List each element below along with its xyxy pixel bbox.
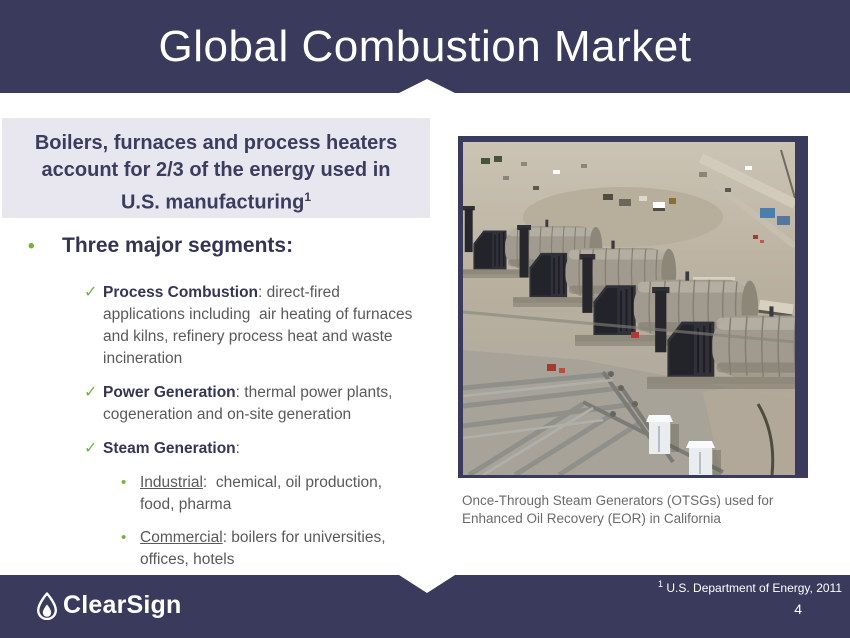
droplet-flame-icon <box>37 591 57 620</box>
sub-bullet-item: • Industrial: chemical, oil production, … <box>0 472 452 516</box>
photo-caption: Once-Through Steam Generators (OTSGs) us… <box>462 493 774 526</box>
footnote: 1 U.S. Department of Energy, 2011 <box>658 579 842 595</box>
slide-footer: ClearSign 1 U.S. Department of Energy, 2… <box>0 575 850 638</box>
otsg-aerial-photo-icon <box>463 142 795 475</box>
bullet-item-rest: : direct-fired applications including ai… <box>103 284 413 367</box>
check-icon: ✓ <box>84 440 98 457</box>
clearsign-logo: ClearSign <box>36 591 182 620</box>
sub-bullet-text: Industrial: chemical, oil production, fo… <box>140 472 452 516</box>
highlight-box: Boilers, furnaces and process heaters ac… <box>2 118 430 218</box>
bullet-item-rest: : thermal power plants, cogeneration and… <box>103 384 393 423</box>
bullet-item-lead: Process Combustion <box>103 284 259 301</box>
page-number: 4 <box>794 601 802 617</box>
bullet-item-lead: Power Generation <box>103 384 236 401</box>
highlight-footnote-ref: 1 <box>304 190 312 204</box>
logo-text: ClearSign <box>63 591 182 619</box>
footnote-text: U.S. Department of Energy, 2011 <box>663 581 842 595</box>
footnote-ref: 1 <box>658 579 664 589</box>
sub-bullet-item: • Commercial: boilers for universities, … <box>0 527 452 571</box>
bullet-item: ✓ Steam Generation: <box>0 438 452 460</box>
photo-frame <box>458 136 808 478</box>
slide-header: Global Combustion Market <box>0 0 850 93</box>
bullet-item-lead: Steam Generation <box>103 440 236 457</box>
sub-bullet-text: Commercial: boilers for universities, of… <box>140 527 452 571</box>
sub-bullet-lead: Commercial <box>140 529 223 546</box>
bullet-list: • Three major segments: ✓ Process Combus… <box>0 234 452 582</box>
distant-equipment <box>481 156 752 211</box>
bullet-item-text: Steam Generation: <box>103 438 452 460</box>
bullet-item-rest: : <box>235 440 240 457</box>
bullet-item-text: Power Generation: thermal power plants, … <box>103 382 452 426</box>
bullet-dot-icon: • <box>28 236 35 257</box>
bullet-item: ✓ Process Combustion: direct-fired appli… <box>0 282 452 370</box>
sub-bullet-rest: : boilers for universities, offices, hot… <box>140 529 386 568</box>
sub-bullet-lead: Industrial <box>140 474 203 491</box>
check-icon: ✓ <box>84 384 98 401</box>
sub-bullet-rest: : chemical, oil production, food, pharma <box>140 474 383 513</box>
highlight-text: Boilers, furnaces and process heaters ac… <box>34 132 398 214</box>
portable-units <box>646 415 721 475</box>
sub-bullet-dot-icon: • <box>121 474 127 491</box>
bullet-item-text: Process Combustion: direct-fired applica… <box>103 282 452 370</box>
page-title: Global Combustion Market <box>158 21 692 71</box>
bullet-heading-label: Three major segments: <box>62 234 294 257</box>
sub-bullet-dot-icon: • <box>121 529 127 546</box>
bullet-item: ✓ Power Generation: thermal power plants… <box>0 382 452 426</box>
bullet-heading: • Three major segments: <box>0 234 452 258</box>
check-icon: ✓ <box>84 284 98 301</box>
